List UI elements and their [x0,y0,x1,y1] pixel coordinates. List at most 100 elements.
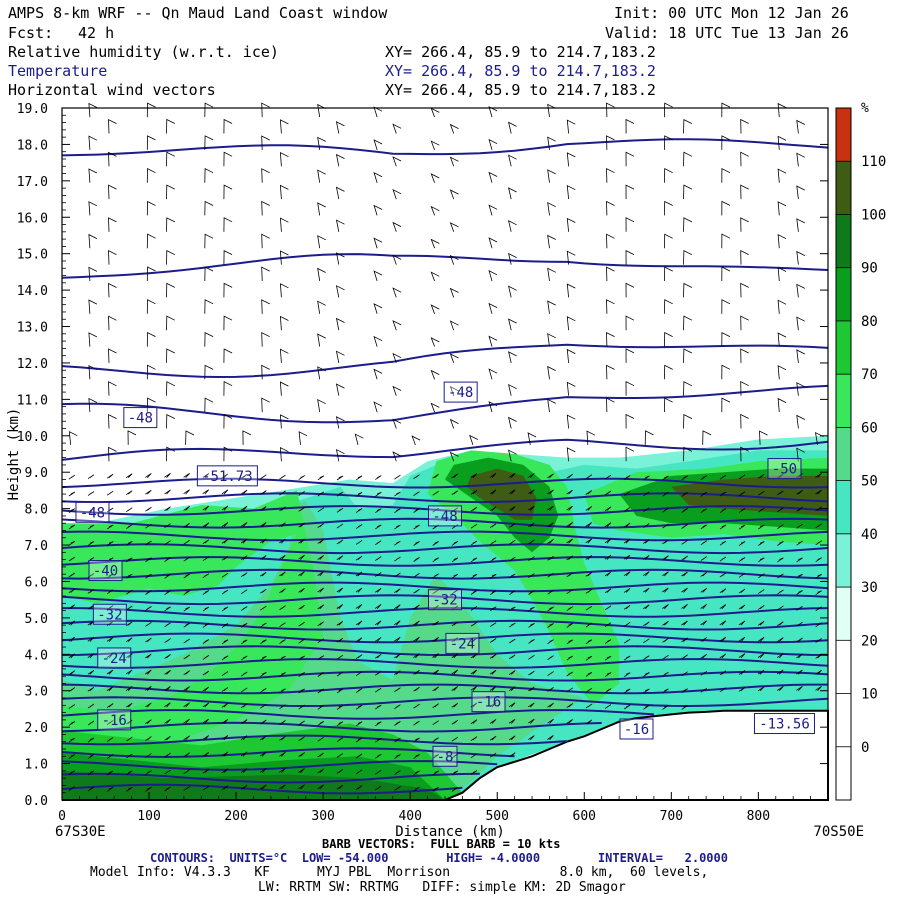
wind-barb [623,638,631,644]
wind-barb [221,473,229,479]
wind-barb [604,554,612,560]
wind-barb [373,204,383,216]
wind-barb [240,522,248,528]
wind-barb [279,688,286,694]
wind-barb [335,416,345,429]
wind-barb [298,752,305,757]
wind-barb [145,770,152,775]
footer-model-info: Model Info: V4.3.3 KF MYJ PBL Morrison 8… [90,865,709,880]
wind-barb [221,671,229,676]
wind-barb [336,475,344,481]
wind-barb [87,636,95,642]
wind-barb [279,784,286,790]
wind-barb [88,201,98,216]
wind-barb [279,348,289,363]
wind-barb [126,541,133,546]
wind-barb [451,605,459,611]
wind-barb [413,720,420,726]
wind-barb [126,770,133,776]
wind-barb [625,446,635,462]
wind-barb [662,491,669,497]
wind-barb [719,508,727,514]
wind-barb [108,118,117,134]
wind-barb [451,621,459,627]
wind-barb [88,299,98,314]
wind-barb [681,524,688,529]
wind-barb [740,282,749,298]
colorbar-label: 90 [861,261,878,277]
wind-barb [261,102,270,118]
colorbar-segment [836,267,851,321]
wind-barb [223,249,233,265]
contour-label-box [471,691,506,713]
wind-barb [738,636,746,642]
wind-barb [374,540,382,546]
wind-barb [166,315,175,331]
wind-barb [643,704,650,710]
wind-barb [68,721,76,726]
wind-barb [488,270,498,282]
wind-barb [392,385,402,396]
wind-barb [413,604,420,610]
wind-barb [392,287,402,298]
wind-barb [106,770,114,776]
wind-barb [164,654,171,659]
wind-barb [164,769,171,775]
wind-barb [240,538,248,544]
wind-barb [374,587,382,593]
wind-barb [221,538,229,544]
wind-barb [547,589,554,595]
wind-barb [166,217,175,232]
wind-barb [394,588,401,594]
wind-barb [757,605,765,610]
wind-barb [279,522,286,528]
wind-barb [355,654,363,660]
wind-barb [470,770,478,775]
wind-barb [566,473,573,479]
wind-barb [373,237,383,249]
wind-barb [758,573,765,579]
wind-barb [108,184,117,200]
wind-barb [394,556,401,562]
wind-barb [166,250,175,265]
wind-barb [108,315,117,331]
contour-label: -51.73 [202,469,253,485]
wind-barb [757,620,765,626]
wind-barb [586,430,596,445]
wind-barb [681,492,688,497]
wind-barb [373,172,383,183]
wind-barb [585,605,593,611]
wind-barb [204,102,214,118]
wind-barb [373,335,383,347]
wind-barb [721,299,731,314]
wind-barb [796,685,803,691]
wind-barb [279,447,289,462]
wind-barb [336,705,344,710]
wind-barb [87,474,95,480]
contour-label: -8 [437,749,454,765]
wind-barb [259,784,267,790]
wind-barb [815,606,822,612]
isotherm-20 [61,530,829,542]
wind-barb [585,571,593,577]
wind-barb [662,604,669,610]
wind-barb [815,685,822,691]
wind-barb [279,490,286,496]
wind-barb [451,473,458,479]
wind-barb [88,332,98,347]
wind-barb [470,506,478,512]
wind-barb [336,491,344,497]
wind-barb [508,506,516,511]
wind-barb [202,623,210,628]
wind-barb [375,737,382,743]
wind-barb [261,397,270,413]
colorbar-frame [835,107,852,801]
wind-barb [796,382,805,396]
colorbar-segment [836,746,851,800]
wind-barb [777,201,787,216]
wind-barb [125,637,133,643]
colorbar-label: 30 [861,580,878,596]
wind-barb [88,168,98,183]
wind-barb [221,655,229,661]
wind-barb [623,621,631,627]
